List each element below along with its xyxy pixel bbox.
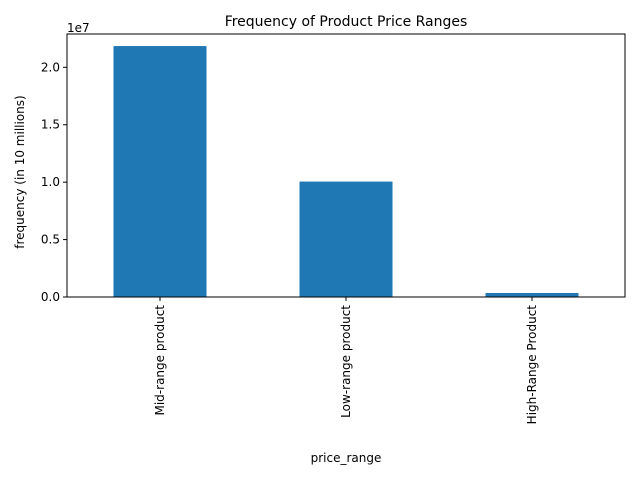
- y-offset-label: 1e7: [67, 21, 90, 35]
- y-tick-label: 2.0: [41, 60, 60, 74]
- x-axis-ticks: Mid-range product Low-range product High-R…: [153, 297, 539, 424]
- x-tick-label: Low-range product: [339, 305, 353, 418]
- bar: [113, 46, 207, 297]
- bar: [299, 181, 393, 297]
- axes-frame: [66, 33, 626, 298]
- bars: [113, 46, 579, 297]
- x-tick-label: Mid-range product: [153, 305, 167, 416]
- x-axis-label: price_range: [311, 451, 382, 465]
- bar: [485, 292, 579, 297]
- y-tick-label: 0.5: [41, 233, 60, 247]
- y-axis-label: frequency (in 10 millions): [13, 95, 27, 248]
- x-tick-label: High-Range Product: [525, 305, 539, 425]
- y-axis-ticks: 0.0 0.5 1.0 1.5 2.0: [41, 60, 67, 304]
- y-tick-label: 1.5: [41, 118, 60, 132]
- chart-title: Frequency of Product Price Ranges: [225, 14, 468, 30]
- y-tick-label: 0.0: [41, 290, 60, 304]
- y-tick-label: 1.0: [41, 175, 60, 189]
